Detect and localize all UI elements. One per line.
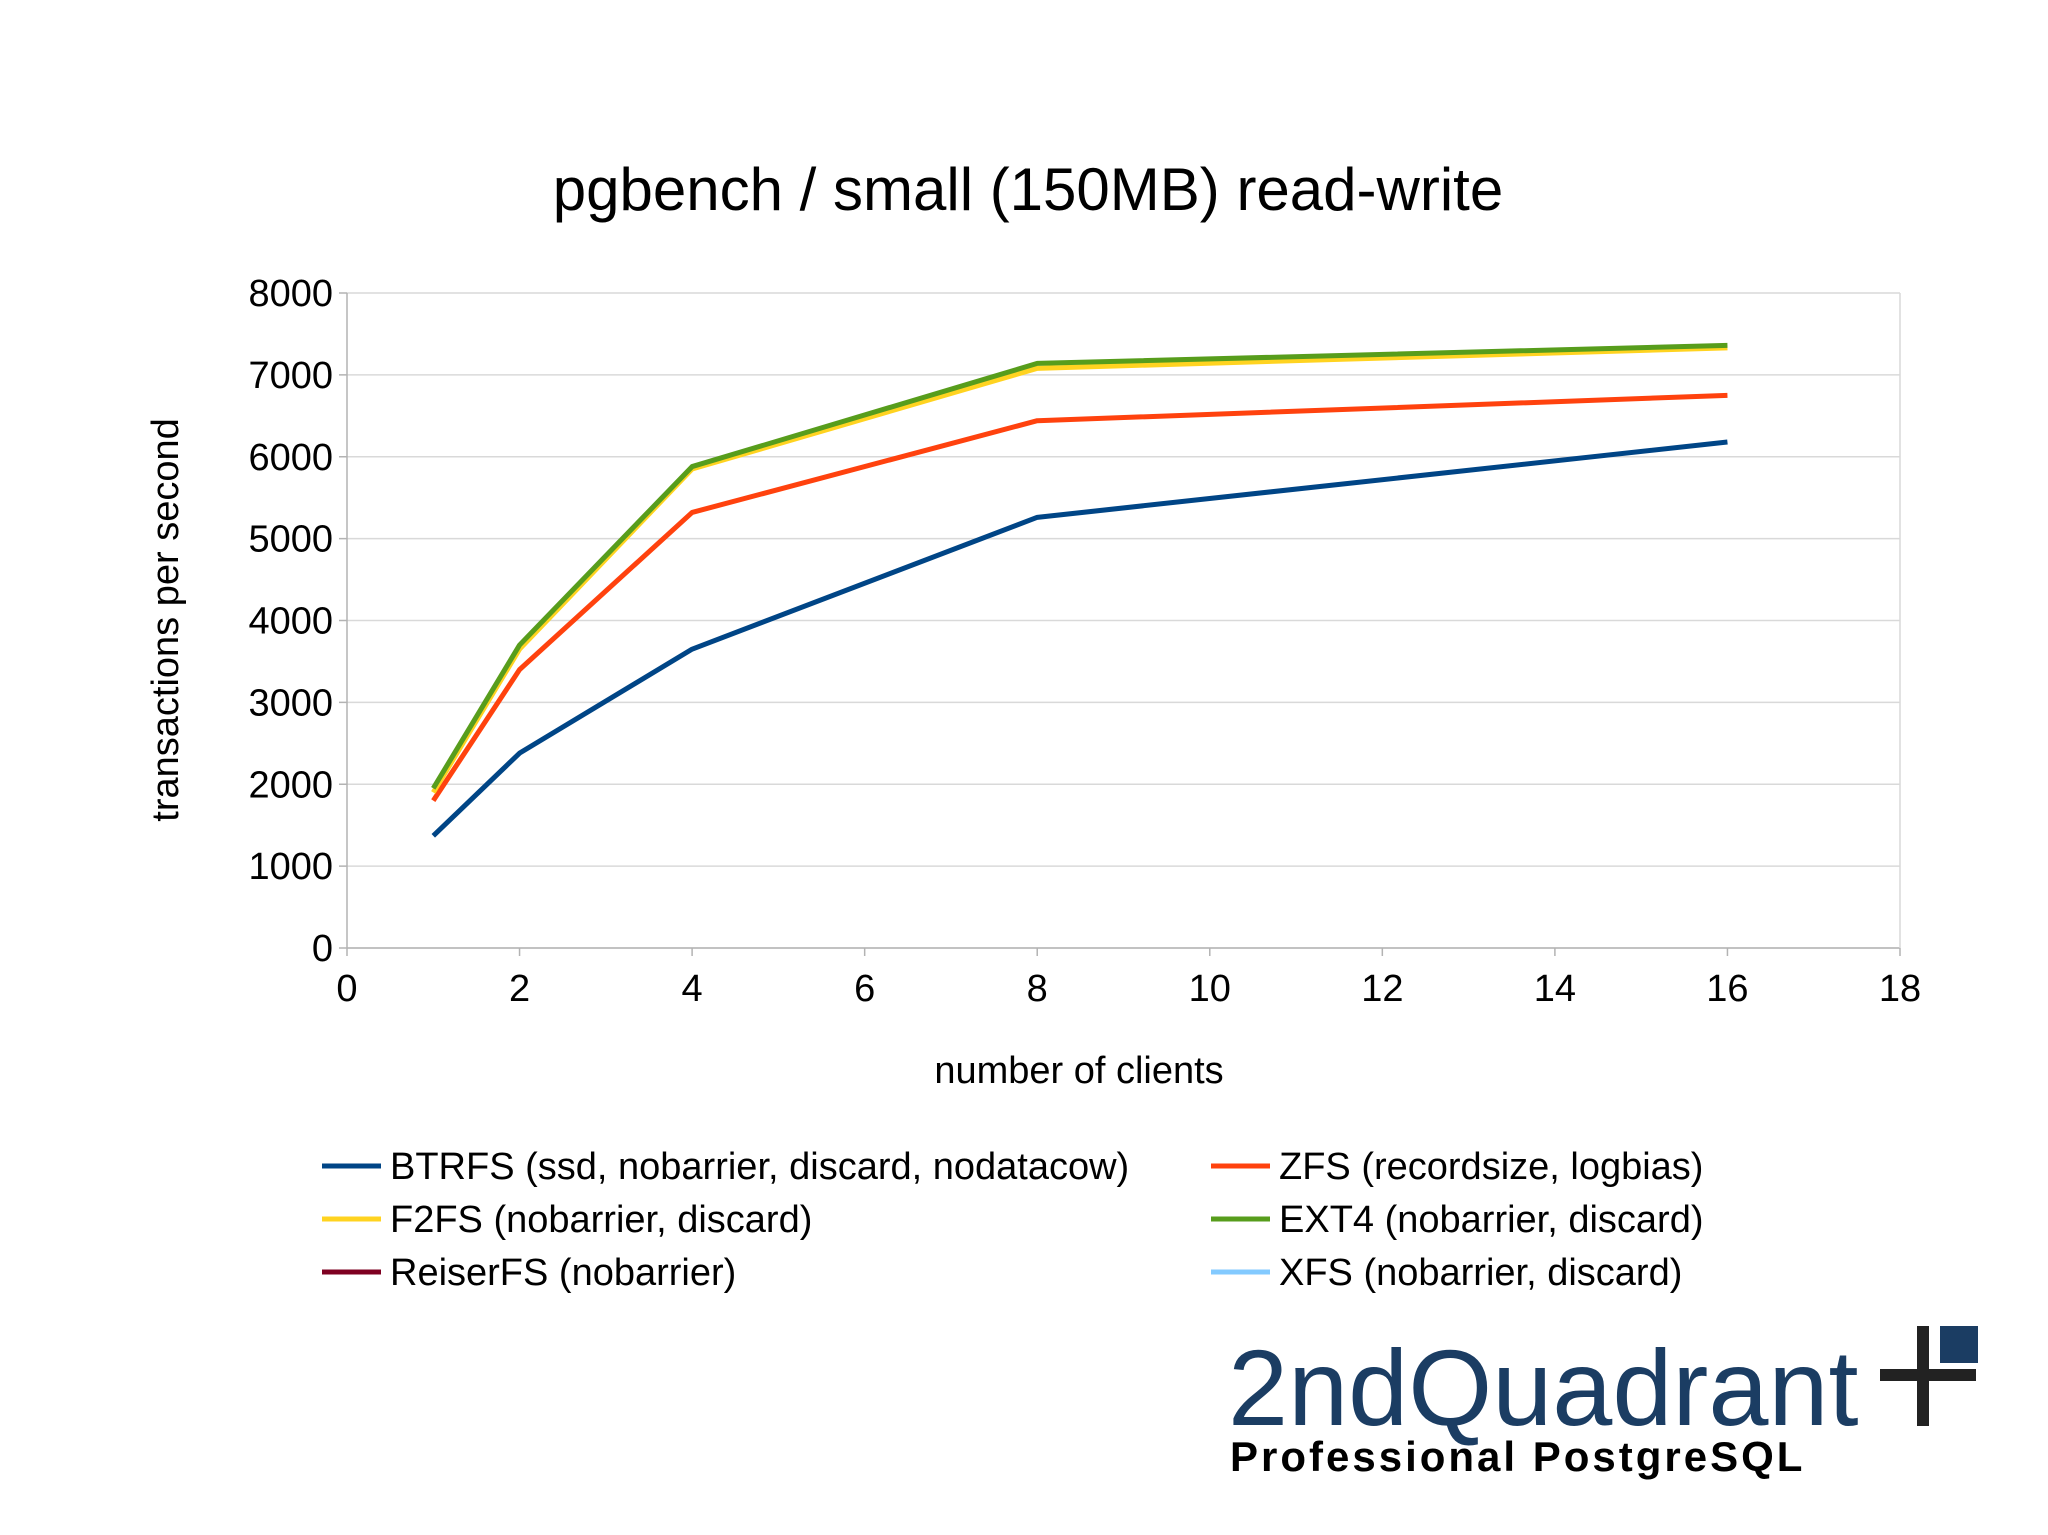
x-tick-label: 12 [1361,968,1403,1010]
y-tick-label: 1000 [248,846,333,888]
y-tick-label: 2000 [248,764,333,806]
y-tick-label: 6000 [248,437,333,479]
x-tick-label: 8 [1027,968,1048,1010]
y-tick-label: 0 [312,928,333,970]
x-tick-label: 6 [854,968,875,1010]
x-tick-label: 4 [682,968,703,1010]
x-tick-label: 16 [1706,968,1748,1010]
x-tick-label: 14 [1534,968,1576,1010]
y-axis-label: transactions per second [145,418,187,821]
chart-title: pgbench / small (150MB) read-write [553,156,1503,223]
logo-name: 2ndQuadrant [1228,1327,1859,1448]
x-tick-label: 0 [336,968,357,1010]
x-axis-label: number of clients [934,1050,1223,1092]
logo: 2ndQuadrant Professional PostgreSQL [1228,1326,1978,1480]
x-tick-label: 18 [1879,968,1921,1010]
logo-square [1940,1326,1978,1363]
x-tick-label: 2 [509,968,530,1010]
y-tick-label: 5000 [248,519,333,561]
legend-label: EXT4 (nobarrier, discard) [1279,1199,1704,1241]
legend-label: BTRFS (ssd, nobarrier, discard, nodataco… [390,1146,1129,1188]
y-tick-label: 7000 [248,355,333,397]
y-tick-label: 8000 [248,273,333,315]
series-line [431,342,1728,790]
y-tick-label: 4000 [248,601,333,643]
legend-label: ZFS (recordsize, logbias) [1279,1146,1703,1188]
logo-tagline: Professional PostgreSQL [1230,1433,1805,1480]
legend-label: F2FS (nobarrier, discard) [390,1199,812,1241]
logo-cross-h [1880,1369,1976,1381]
x-tick-label: 10 [1189,968,1231,1010]
series-line [431,392,1728,803]
series-line [431,439,1728,838]
legend-label: XFS (nobarrier, discard) [1279,1252,1682,1294]
y-tick-label: 3000 [248,682,333,724]
legend-label: ReiserFS (nobarrier) [390,1252,736,1294]
